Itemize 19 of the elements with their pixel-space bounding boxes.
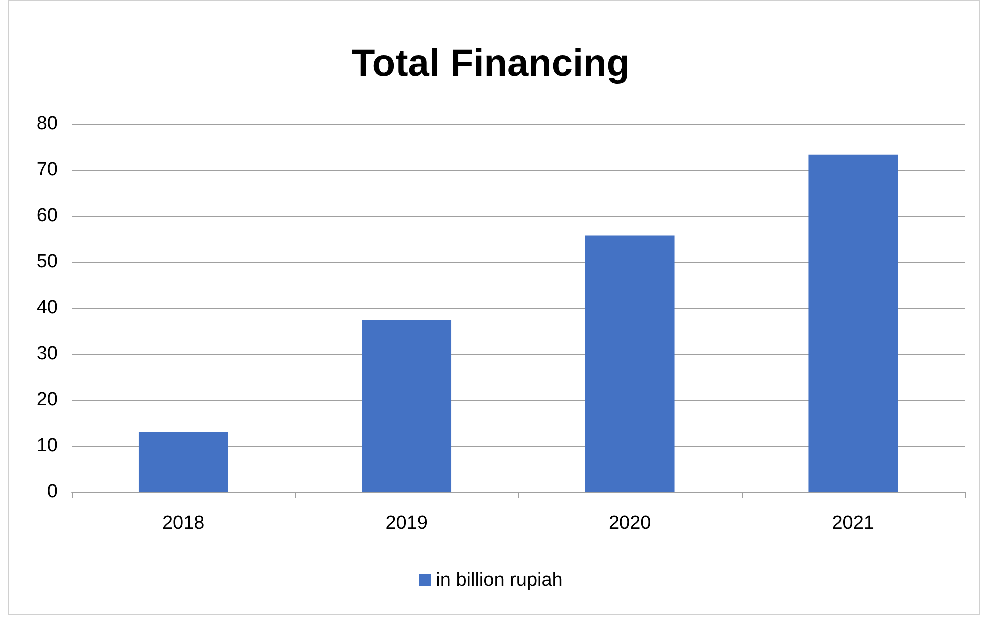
x-tick-label: 2018 (162, 513, 205, 534)
bar (362, 320, 452, 492)
legend-label: in billion rupiah (436, 570, 563, 591)
y-tick-label: 70 (36, 160, 58, 180)
y-tick-label: 10 (36, 436, 58, 456)
bar (808, 154, 898, 492)
y-tick-label: 50 (36, 252, 58, 272)
bar (585, 236, 675, 492)
y-tick-label: 60 (36, 206, 58, 226)
bar (138, 432, 228, 492)
y-tick-label: 80 (36, 114, 58, 134)
y-tick-label: 20 (36, 390, 58, 410)
y-tick-label: 30 (36, 344, 58, 364)
x-tick-label: 2021 (832, 513, 875, 534)
y-tick-label: 0 (47, 482, 58, 502)
x-tick-label: 2019 (386, 513, 428, 534)
y-tick-label: 40 (36, 298, 58, 318)
x-tick-label: 2020 (608, 513, 652, 534)
chart-title: Total Financing (352, 43, 630, 85)
